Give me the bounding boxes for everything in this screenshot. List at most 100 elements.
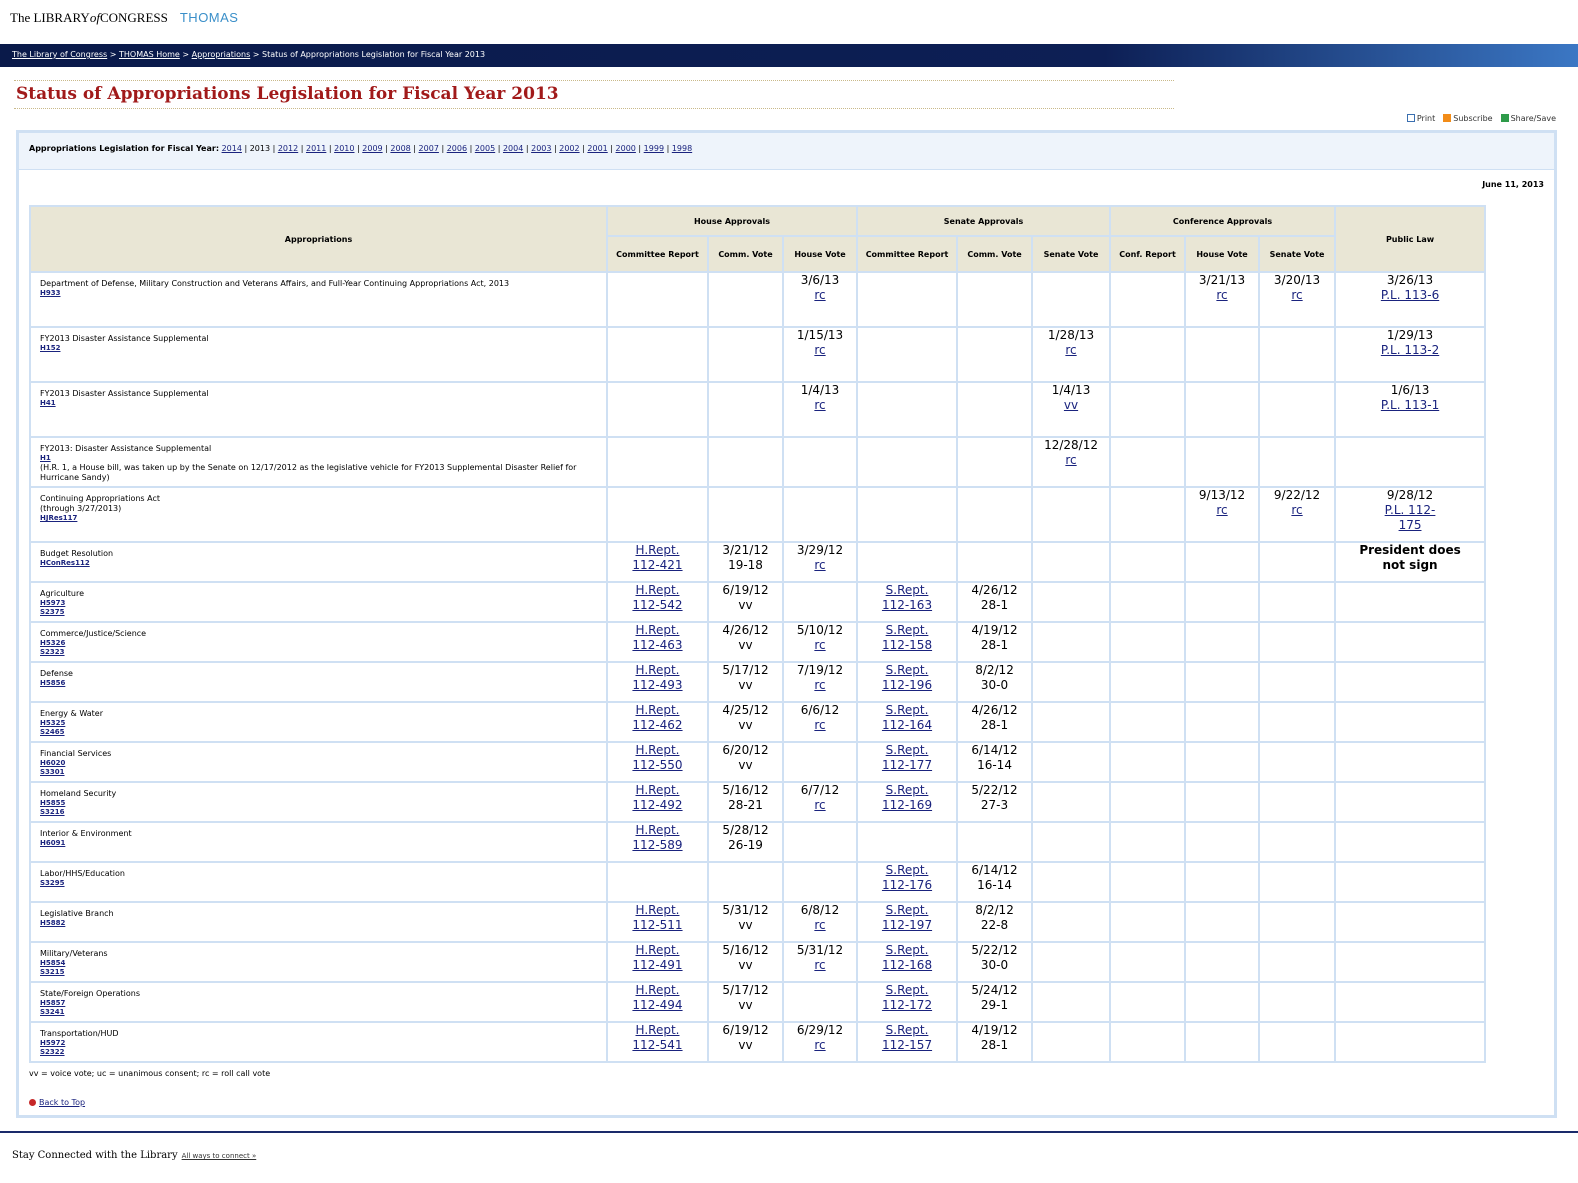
bill-link[interactable]: S2322 (40, 1048, 65, 1056)
bill-link[interactable]: S3295 (40, 879, 65, 887)
roll-call-link[interactable]: rc (814, 558, 826, 572)
bill-link[interactable]: H6020 (40, 759, 66, 767)
public-law-link[interactable]: P.L. 113-1 (1380, 398, 1440, 412)
bill-link[interactable]: H5973 (40, 599, 66, 607)
report-link[interactable]: 112-164 (881, 718, 933, 732)
report-link[interactable]: S.Rept. (885, 623, 929, 637)
roll-call-link[interactable]: rc (1291, 503, 1303, 517)
report-link[interactable]: 112-492 (632, 798, 683, 812)
year-link[interactable]: 2005 (474, 144, 496, 153)
public-law-link[interactable]: P.L. 112-175 (1384, 503, 1436, 532)
roll-call-link[interactable]: vv (1063, 398, 1079, 412)
roll-call-link[interactable]: rc (814, 718, 826, 732)
bill-link[interactable]: S2323 (40, 648, 65, 656)
report-link[interactable]: 112-542 (632, 598, 683, 612)
year-link[interactable]: 2000 (615, 144, 636, 153)
year-link[interactable]: 1999 (643, 144, 665, 153)
report-link[interactable]: S.Rept. (885, 663, 929, 677)
report-link[interactable]: 112-172 (881, 998, 933, 1012)
all-ways-to-connect-link[interactable]: All ways to connect » (181, 1152, 257, 1160)
bill-link[interactable]: H5882 (40, 919, 66, 927)
report-link[interactable]: S.Rept. (885, 863, 929, 877)
public-law-link[interactable]: P.L. 113-6 (1380, 288, 1440, 302)
bill-link[interactable]: H6091 (40, 839, 66, 847)
report-link[interactable]: 112-550 (632, 758, 683, 772)
subscribe-button[interactable]: Subscribe (1443, 114, 1493, 123)
bill-link[interactable]: H41 (40, 399, 56, 407)
report-link[interactable]: H.Rept. (635, 823, 680, 837)
bill-link[interactable]: H152 (40, 344, 61, 352)
bill-link[interactable]: S2375 (40, 608, 65, 616)
bill-link[interactable]: H5856 (40, 679, 66, 687)
back-to-top[interactable]: Back to Top (29, 1098, 85, 1107)
roll-call-link[interactable]: rc (1065, 453, 1077, 467)
report-link[interactable]: 112-196 (881, 678, 933, 692)
report-link[interactable]: S.Rept. (885, 983, 929, 997)
report-link[interactable]: 112-169 (881, 798, 933, 812)
report-link[interactable]: 112-589 (632, 838, 683, 852)
report-link[interactable]: 112-158 (881, 638, 933, 652)
roll-call-link[interactable]: rc (814, 343, 826, 357)
report-link[interactable]: H.Rept. (635, 623, 680, 637)
bill-link[interactable]: HJRes117 (40, 514, 78, 522)
back-to-top-link[interactable]: Back to Top (39, 1098, 86, 1107)
roll-call-link[interactable]: rc (814, 918, 826, 932)
report-link[interactable]: 112-511 (632, 918, 683, 932)
report-link[interactable]: 112-168 (881, 958, 933, 972)
bill-link[interactable]: H5972 (40, 1039, 66, 1047)
bill-link[interactable]: S2465 (40, 728, 65, 736)
year-link[interactable]: 2014 (221, 144, 242, 153)
year-link[interactable]: 2008 (390, 144, 411, 153)
report-link[interactable]: 112-493 (632, 678, 683, 692)
report-link[interactable]: H.Rept. (635, 703, 680, 717)
year-link[interactable]: 2001 (587, 144, 608, 153)
report-link[interactable]: 112-197 (881, 918, 933, 932)
loc-logo[interactable]: The LIBRARYofCONGRESS THOMAS (10, 10, 238, 30)
report-link[interactable]: H.Rept. (635, 1023, 680, 1037)
report-link[interactable]: S.Rept. (885, 903, 929, 917)
report-link[interactable]: H.Rept. (635, 783, 680, 797)
year-link[interactable]: 2011 (305, 144, 327, 153)
roll-call-link[interactable]: rc (1216, 503, 1228, 517)
bill-link[interactable]: H933 (40, 289, 61, 297)
bill-link[interactable]: H5326 (40, 639, 66, 647)
thomas-logo[interactable]: THOMAS (179, 10, 239, 25)
year-link[interactable]: 2003 (531, 144, 552, 153)
report-link[interactable]: S.Rept. (885, 703, 929, 717)
roll-call-link[interactable]: rc (814, 398, 826, 412)
roll-call-link[interactable]: rc (814, 1038, 826, 1052)
breadcrumb-thomas-home[interactable]: THOMAS Home (119, 50, 180, 59)
bill-link[interactable]: H5855 (40, 799, 66, 807)
year-link[interactable]: 1998 (671, 144, 693, 153)
bill-link[interactable]: S3241 (40, 1008, 65, 1016)
roll-call-link[interactable]: rc (814, 798, 826, 812)
bill-link[interactable]: HConRes112 (40, 559, 90, 567)
breadcrumb-library[interactable]: The Library of Congress (12, 50, 108, 59)
bill-link[interactable]: S3301 (40, 768, 65, 776)
roll-call-link[interactable]: rc (814, 638, 826, 652)
report-link[interactable]: 112-491 (632, 958, 683, 972)
public-law-link[interactable]: P.L. 113-2 (1380, 343, 1440, 357)
report-link[interactable]: 112-163 (881, 598, 933, 612)
roll-call-link[interactable]: rc (814, 288, 826, 302)
year-link[interactable]: 2007 (418, 144, 439, 153)
bill-link[interactable]: H5325 (40, 719, 66, 727)
report-link[interactable]: 112-157 (881, 1038, 933, 1052)
report-link[interactable]: H.Rept. (635, 943, 680, 957)
roll-call-link[interactable]: rc (814, 678, 826, 692)
report-link[interactable]: S.Rept. (885, 1023, 929, 1037)
year-link[interactable]: 2010 (334, 144, 355, 153)
bill-link[interactable]: H5854 (40, 959, 66, 967)
report-link[interactable]: S.Rept. (885, 583, 929, 597)
report-link[interactable]: H.Rept. (635, 903, 680, 917)
year-link[interactable]: 2006 (446, 144, 468, 153)
share-button[interactable]: Share/Save (1500, 114, 1556, 123)
report-link[interactable]: 112-462 (632, 718, 683, 732)
bill-link[interactable]: S3215 (40, 968, 65, 976)
year-link[interactable]: 2002 (559, 144, 580, 153)
print-button[interactable]: Print (1406, 114, 1435, 123)
report-link[interactable]: 112-421 (632, 558, 683, 572)
year-link[interactable]: 2004 (502, 144, 524, 153)
roll-call-link[interactable]: rc (1065, 343, 1077, 357)
report-link[interactable]: H.Rept. (635, 743, 680, 757)
